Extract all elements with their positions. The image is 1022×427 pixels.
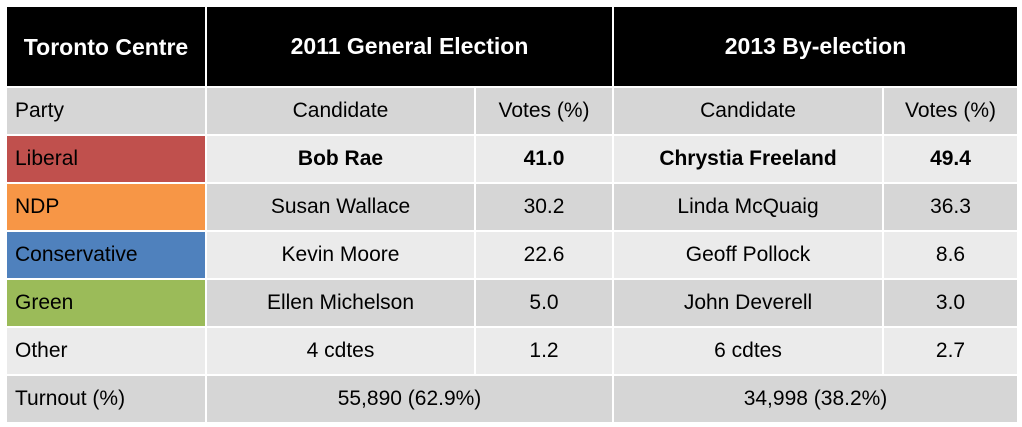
turnout-value: 34,998 (38.2%) [612,374,1020,424]
column-header: Candidate [612,86,885,136]
candidate-cell: Bob Rae [205,134,476,184]
votes-cell: 49.4 [882,134,1020,184]
candidate-cell: Susan Wallace [205,182,476,232]
column-header: Party [5,86,207,136]
column-header: Votes (%) [473,86,615,136]
results-table: Toronto Centre 2011 General Election 201… [5,5,1020,424]
election-heading: 2011 General Election [204,5,615,88]
votes-cell: 1.2 [473,326,615,376]
votes-cell: 5.0 [473,278,615,328]
votes-cell: 8.6 [882,230,1020,280]
votes-cell: 41.0 [473,134,615,184]
turnout-value: 55,890 (62.9%) [204,374,615,424]
candidate-cell: 4 cdtes [205,326,476,376]
candidate-cell: Geoff Pollock [612,230,885,280]
party-row: Liberal Bob Rae 41.0 Chrystia Freeland 49.4 [5,134,1020,184]
turnout-row: Turnout (%) 55,890 (62.9%) 34,998 (38.2%) [5,374,1020,424]
votes-cell: 22.6 [473,230,615,280]
party-row: Green Ellen Michelson 5.0 John Deverell 3.0 [5,278,1020,328]
party-row: Other 4 cdtes 1.2 6 cdtes 2.7 [5,326,1020,376]
party-cell: NDP [5,182,207,232]
column-header: Candidate [205,86,476,136]
candidate-cell: Ellen Michelson [205,278,476,328]
party-cell: Other [5,326,207,376]
votes-cell: 36.3 [882,182,1020,232]
column-header: Votes (%) [882,86,1020,136]
election-heading: 2013 By-election [612,5,1020,88]
party-cell: Liberal [5,134,207,184]
table-body: Liberal Bob Rae 41.0 Chrystia Freeland 49.4 N… [5,134,1020,424]
candidate-cell: Kevin Moore [205,230,476,280]
candidate-cell: Linda McQuaig [612,182,885,232]
party-row: Conservative Kevin Moore 22.6 Geoff Pollock… [5,230,1020,280]
votes-cell: 2.7 [882,326,1020,376]
party-cell: Conservative [5,230,207,280]
candidate-cell: 6 cdtes [612,326,885,376]
candidate-cell: Chrystia Freeland [612,134,885,184]
candidate-cell: John Deverell [612,278,885,328]
column-header-row: Party Candidate Votes (%) Candidate Vote… [5,86,1020,136]
party-row: NDP Susan Wallace 30.2 Linda McQuaig 36.3 [5,182,1020,232]
header-row: Toronto Centre 2011 General Election 201… [5,5,1020,88]
votes-cell: 30.2 [473,182,615,232]
party-cell: Green [5,278,207,328]
table-title: Toronto Centre [5,5,207,88]
turnout-label: Turnout (%) [5,374,207,424]
votes-cell: 3.0 [882,278,1020,328]
